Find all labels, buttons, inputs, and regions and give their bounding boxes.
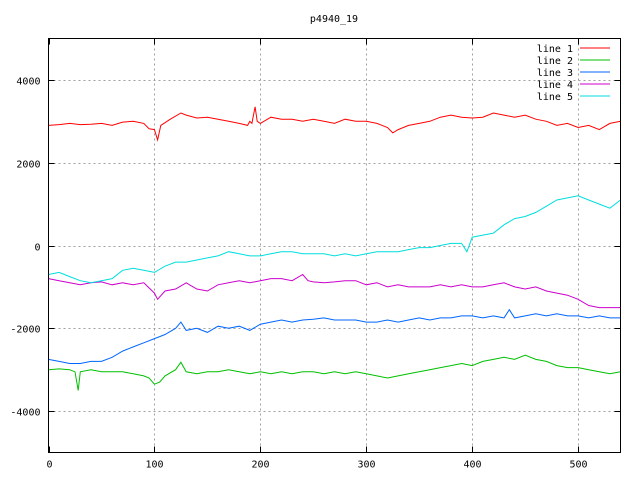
x-tick-label: 100 <box>145 460 163 471</box>
y-tick-label: -2000 <box>10 325 40 336</box>
legend-label-3: line 3 <box>537 68 573 79</box>
legend-label-5: line 5 <box>537 92 573 103</box>
x-tick-label: 200 <box>251 460 269 471</box>
x-tick-label: 300 <box>357 460 375 471</box>
series-line-3 <box>48 308 621 364</box>
y-tick-label: 0 <box>34 243 40 254</box>
x-tick-label: 500 <box>569 460 587 471</box>
x-tick-label: 0 <box>46 460 52 471</box>
axis-ticks: 0 100 200 300 400 500 -4000 -2000 0 2000 4000 <box>10 38 621 471</box>
series-line-2 <box>48 354 621 391</box>
legend-label-4: line 4 <box>537 80 573 91</box>
series-line-4 <box>48 273 621 309</box>
series-line-5 <box>48 195 621 284</box>
chart-title: p4940_19 <box>310 14 358 25</box>
y-tick-label: 4000 <box>16 77 40 88</box>
legend-label-2: line 2 <box>537 56 573 67</box>
y-tick-label: 2000 <box>16 160 40 171</box>
grid-lines <box>48 38 621 453</box>
series-lines <box>48 106 621 391</box>
legend-label-1: line 1 <box>537 44 573 55</box>
plot-frame <box>48 38 621 453</box>
series-line-1 <box>48 106 621 142</box>
x-tick-label: 400 <box>463 460 481 471</box>
y-tick-label: -4000 <box>10 408 40 419</box>
